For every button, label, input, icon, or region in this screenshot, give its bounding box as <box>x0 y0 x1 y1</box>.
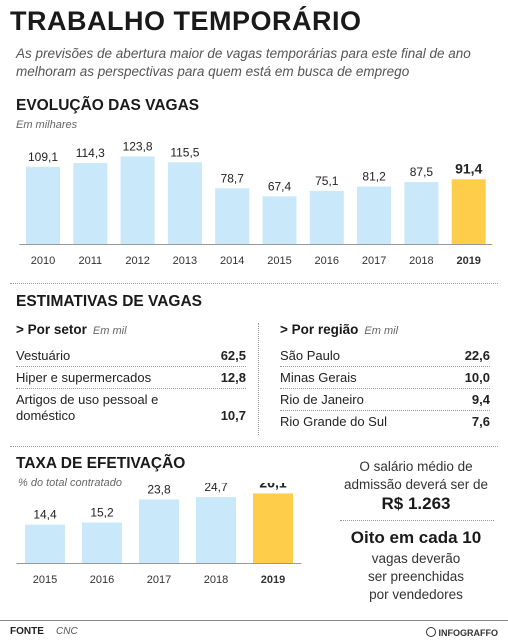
data-label-2013: 115,5 <box>170 145 199 159</box>
regiao-row: Rio de Janeiro 9,4 <box>280 389 490 411</box>
chart2-title: TAXA DE EFETIVAÇÃO <box>16 455 186 472</box>
chart1-title: EVOLUÇÃO DAS VAGAS <box>16 97 200 114</box>
regiao-row: Minas Gerais 10,0 <box>280 367 490 389</box>
x-tick-2019: 2019 <box>261 574 285 586</box>
regiao-row-value: 7,6 <box>471 414 490 429</box>
x-tick-2012: 2012 <box>125 255 149 267</box>
bar-2013 <box>167 162 202 244</box>
bar-2011 <box>73 163 108 244</box>
setor-row: Vestuário 62,5 <box>16 345 246 367</box>
bar-2010 <box>26 166 60 244</box>
fonte-label: FONTE <box>10 626 44 637</box>
footer-rule <box>0 620 508 621</box>
data-label-2014: 78,7 <box>221 171 245 185</box>
data-label-2012: 123,8 <box>123 139 153 153</box>
setor-row-label: Artigos de uso pessoal e doméstico <box>16 392 159 423</box>
bar-2018 <box>404 182 439 244</box>
x-tick-2018: 2018 <box>204 574 228 586</box>
data-label-2016: 75,1 <box>315 174 339 188</box>
regiao-row-value: 9,4 <box>471 392 490 407</box>
regiao-row-label: Minas Gerais <box>280 370 357 385</box>
bar-2015 <box>25 524 65 563</box>
bar-2016 <box>82 522 122 563</box>
bar-2017 <box>357 186 392 244</box>
x-tick-2017: 2017 <box>147 574 171 586</box>
data-label-2019: 91,4 <box>455 160 482 176</box>
regiao-row: Rio Grande do Sul 7,6 <box>280 411 490 432</box>
regiao-unit: Em mil <box>364 325 399 337</box>
setor-unit: Em mil <box>92 325 127 337</box>
estimativas-divider <box>258 323 259 435</box>
regiao-heading-label: > Por região <box>280 322 359 337</box>
oito-text: vagas deverão ser preenchidas por vended… <box>367 551 465 602</box>
data-label-2016: 15,2 <box>90 506 114 520</box>
bar-2015 <box>262 196 297 244</box>
x-tick-2016: 2016 <box>315 255 339 267</box>
bar-2014 <box>215 188 250 244</box>
data-label-2018: 24,7 <box>204 483 228 494</box>
data-label-2017: 23,8 <box>147 483 171 497</box>
taxa-efetivacao-chart: 14,4 2015 15,2 2016 23,8 2017 24,7 2018 26,1 2019 <box>16 483 302 586</box>
regiao-row-label: Rio de Janeiro <box>280 392 364 407</box>
brand-logo: INFOGRAFFO <box>425 627 499 638</box>
data-label-2015: 14,4 <box>33 508 57 522</box>
x-tick-2011: 2011 <box>78 255 102 267</box>
setor-row-value: 10,7 <box>220 408 246 423</box>
setor-heading-label: > Por setor <box>16 322 87 337</box>
regiao-row: São Paulo 22,6 <box>280 345 490 367</box>
setor-row: Artigos de uso pessoal e doméstico 10,7 <box>16 389 246 426</box>
regiao-row-value: 10,0 <box>464 370 490 385</box>
regiao-row-label: Rio Grande do Sul <box>280 414 387 429</box>
x-tick-2018: 2018 <box>409 255 433 267</box>
data-label-2011: 114,3 <box>76 146 105 160</box>
section-divider <box>10 283 498 284</box>
x-tick-2015: 2015 <box>267 255 291 267</box>
x-tick-2013: 2013 <box>173 255 197 267</box>
setor-list: Vestuário 62,5 Hiper e supermercados 12,… <box>16 345 246 426</box>
bar-2019 <box>451 179 486 244</box>
setor-row-value: 62,5 <box>220 348 246 363</box>
page-title: TRABALHO TEMPORÁRIO <box>10 6 362 36</box>
oito-headline: Oito em cada 10 <box>350 528 482 547</box>
x-tick-2015: 2015 <box>33 574 57 586</box>
data-label-2010: 109,1 <box>28 150 58 164</box>
section-divider <box>10 446 498 447</box>
data-label-2015: 67,4 <box>268 179 292 193</box>
bar-2018 <box>196 497 236 563</box>
chart1-unit: Em milhares <box>16 119 78 131</box>
chart2-unit: % do total contratado <box>18 477 122 489</box>
x-tick-2010: 2010 <box>31 255 55 267</box>
x-tick-2014: 2014 <box>220 255 244 267</box>
bar-2019 <box>253 493 293 563</box>
evolucao-vagas-chart: 109,1 2010 114,3 2011 123,8 2012 115,5 2013 78,7… <box>19 139 493 267</box>
data-label-2018: 87,5 <box>410 165 434 179</box>
regiao-row-label: São Paulo <box>280 348 340 363</box>
brand-name: INFOGRAFFO <box>438 628 499 638</box>
data-label-2017: 81,2 <box>362 170 386 184</box>
setor-row-label: Vestuário <box>16 348 71 363</box>
side-divider <box>340 520 494 521</box>
x-tick-2017: 2017 <box>362 255 386 267</box>
data-label-2019: 26,1 <box>259 483 286 490</box>
page-subtitle: As previsões de abertura maior de vagas … <box>16 46 471 79</box>
setor-row-label: Hiper e supermercados <box>16 370 152 385</box>
regiao-heading: > Por região Em mil <box>280 322 398 337</box>
bar-2017 <box>139 499 179 563</box>
setor-row-value: 12,8 <box>220 370 246 385</box>
brand-icon <box>425 627 436 637</box>
x-tick-2016: 2016 <box>90 574 114 586</box>
salario-text: O salário médio de admissão deverá ser d… <box>343 459 489 492</box>
estimativas-title: ESTIMATIVAS DE VAGAS <box>16 293 203 310</box>
x-tick-2019: 2019 <box>456 255 480 267</box>
setor-heading: > Por setor Em mil <box>16 322 127 337</box>
regiao-row-value: 22,6 <box>464 348 490 363</box>
bar-2016 <box>309 190 344 244</box>
bar-2012 <box>120 156 155 244</box>
regiao-list: São Paulo 22,6 Minas Gerais 10,0 Rio de … <box>280 345 490 432</box>
salario-value: R$ 1.263 <box>381 494 451 513</box>
setor-row: Hiper e supermercados 12,8 <box>16 367 246 389</box>
fonte-value: CNC <box>56 626 78 637</box>
